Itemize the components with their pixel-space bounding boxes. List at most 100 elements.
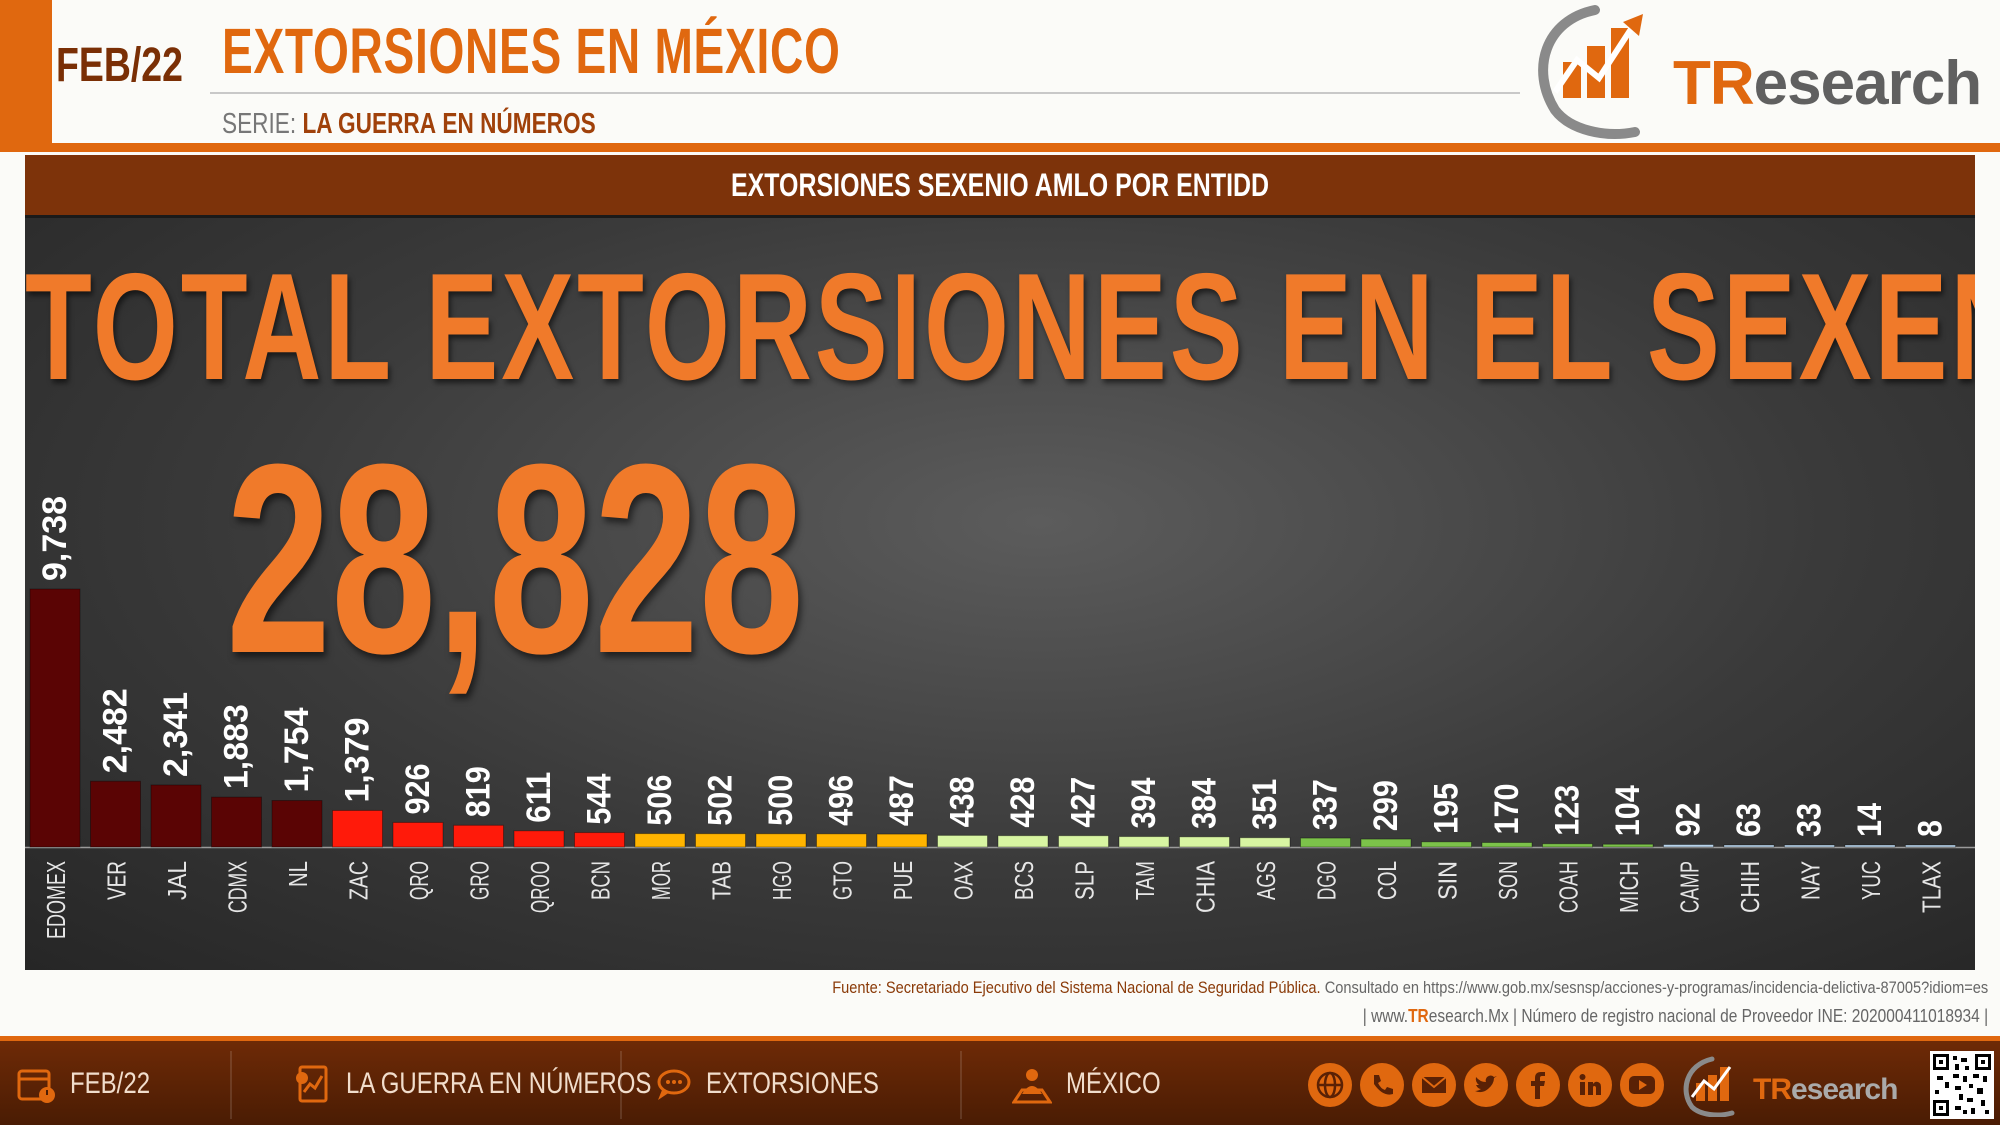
category-label: GTO bbox=[828, 861, 858, 900]
value-label: 1,379 bbox=[339, 717, 377, 802]
chart-title-bar bbox=[25, 155, 1975, 215]
category-label: COAH bbox=[1554, 861, 1584, 913]
bar-sin bbox=[1421, 841, 1472, 848]
value-label: 337 bbox=[1307, 779, 1345, 830]
logo-wordmark: TResearch bbox=[1673, 49, 1982, 118]
value-label: 104 bbox=[1609, 785, 1647, 836]
footer-series: LA GUERRA EN NÚMEROS bbox=[290, 1059, 728, 1109]
category-label: TLAX bbox=[1917, 861, 1947, 913]
facebook-icon[interactable] bbox=[1516, 1063, 1560, 1107]
qr-code[interactable] bbox=[1930, 1051, 1994, 1119]
value-label: 384 bbox=[1186, 778, 1224, 829]
bar-col bbox=[1360, 838, 1412, 848]
globe-icon[interactable] bbox=[1308, 1063, 1352, 1107]
value-label: 351 bbox=[1246, 779, 1284, 830]
twitter-icon[interactable] bbox=[1464, 1063, 1508, 1107]
phone-icon[interactable] bbox=[1360, 1063, 1404, 1107]
bar-mor bbox=[634, 833, 686, 848]
category-label: MOR bbox=[646, 861, 676, 900]
footer-place: MÉXICO bbox=[1010, 1059, 1184, 1109]
value-label: 506 bbox=[641, 775, 679, 826]
bar-dgo bbox=[1300, 837, 1351, 848]
value-label: 8 bbox=[1912, 820, 1950, 837]
value-label: 9,738 bbox=[36, 496, 74, 581]
category-label: HGO bbox=[767, 861, 797, 900]
footer: FEB/22 LA GUERRA EN NÚMEROS EXTORSIONES … bbox=[0, 1036, 2000, 1125]
category-label: GRO bbox=[465, 861, 495, 900]
date-label: FEB/22 bbox=[56, 39, 183, 92]
category-label: TAB bbox=[707, 861, 737, 900]
value-label: 496 bbox=[823, 775, 861, 826]
registry-note: | www.TResearch.Mx | Número de registro … bbox=[1362, 1006, 1988, 1026]
bar-jal bbox=[150, 784, 202, 848]
series-line: SERIE: LA GUERRA EN NÚMEROS bbox=[222, 108, 596, 141]
linkedin-icon[interactable] bbox=[1568, 1063, 1612, 1107]
title-divider bbox=[210, 92, 1520, 94]
bar-cdmx bbox=[211, 796, 262, 848]
bar-yuc bbox=[1844, 844, 1896, 848]
footer-divider bbox=[620, 1051, 622, 1119]
value-label: 2,482 bbox=[97, 688, 135, 773]
value-label: 2,341 bbox=[157, 692, 195, 777]
bar-gto bbox=[816, 833, 867, 848]
bar-camp bbox=[1663, 844, 1714, 848]
accent-strip bbox=[0, 0, 52, 143]
qr-code-icon bbox=[1933, 1054, 1991, 1116]
bar-bcn bbox=[574, 832, 625, 848]
calendar-icon bbox=[14, 1062, 58, 1106]
bar-hgo bbox=[755, 833, 807, 848]
map-person-icon bbox=[1010, 1062, 1054, 1106]
footer-logo: TResearch bbox=[1678, 1055, 1928, 1118]
bar-coah bbox=[1542, 843, 1593, 848]
bar-son bbox=[1481, 841, 1533, 848]
header: FEB/22 EXTORSIONES EN MÉXICO SERIE: LA G… bbox=[0, 0, 2000, 143]
bar-tam bbox=[1118, 836, 1170, 848]
bar-bcs bbox=[997, 835, 1049, 848]
category-label: COL bbox=[1372, 861, 1402, 900]
bar-mich bbox=[1602, 843, 1654, 848]
tresearch-logo: TResearch bbox=[1525, 0, 2000, 140]
category-label: BCS bbox=[1009, 861, 1039, 900]
value-label: 14 bbox=[1851, 803, 1889, 837]
bar-tab bbox=[695, 833, 746, 848]
category-label: PUE bbox=[888, 861, 918, 900]
footer-series-label: LA GUERRA EN NÚMEROS bbox=[346, 1067, 652, 1100]
bar-zac bbox=[332, 809, 383, 848]
report-icon bbox=[290, 1062, 334, 1106]
category-label: OAX bbox=[949, 861, 979, 900]
category-label: BCN bbox=[586, 861, 616, 900]
source-consulted: Consultado en https://www.gob.mx/sesnsp/… bbox=[1324, 978, 1988, 997]
youtube-icon[interactable] bbox=[1620, 1063, 1664, 1107]
footer-logo-wordmark: TResearch bbox=[1753, 1073, 1898, 1106]
value-label: 33 bbox=[1791, 803, 1829, 837]
speech-icon bbox=[650, 1062, 694, 1106]
bar-chart: 9,738 EDOMEX 2,482 VER 2,341 JAL 1,883 CDMX 1,75… bbox=[25, 496, 1975, 939]
footer-topic: EXTORSIONES bbox=[650, 1059, 922, 1109]
category-label: TAM bbox=[1130, 861, 1160, 900]
bar-nl bbox=[271, 800, 323, 848]
bar-edomex bbox=[29, 588, 81, 848]
category-label: CHIH bbox=[1735, 861, 1765, 913]
bar-chih bbox=[1723, 844, 1775, 848]
source-label: Fuente: Secretariado Ejecutivo del Siste… bbox=[831, 978, 1321, 997]
mail-icon[interactable] bbox=[1412, 1063, 1456, 1107]
bar-tlax bbox=[1905, 844, 1956, 848]
bar-qroo bbox=[513, 830, 565, 848]
category-label: ZAC bbox=[344, 861, 374, 900]
logo-mark-icon bbox=[1683, 1056, 1735, 1118]
category-label: NL bbox=[283, 861, 313, 887]
bar-ags bbox=[1239, 837, 1291, 848]
bar-nay bbox=[1784, 844, 1835, 848]
category-label: VER bbox=[102, 861, 132, 900]
value-label: 500 bbox=[762, 775, 800, 826]
source-note: Fuente: Secretariado Ejecutivo del Siste… bbox=[832, 978, 1988, 998]
bar-ver bbox=[90, 780, 141, 848]
social-links bbox=[1308, 1063, 1664, 1107]
value-label: 195 bbox=[1428, 783, 1466, 834]
value-label: 299 bbox=[1367, 780, 1405, 831]
value-label: 63 bbox=[1730, 803, 1768, 837]
category-label: SLP bbox=[1070, 861, 1100, 900]
value-label: 92 bbox=[1670, 803, 1708, 837]
footer-date: FEB/22 bbox=[14, 1059, 170, 1109]
value-label: 170 bbox=[1488, 783, 1526, 834]
